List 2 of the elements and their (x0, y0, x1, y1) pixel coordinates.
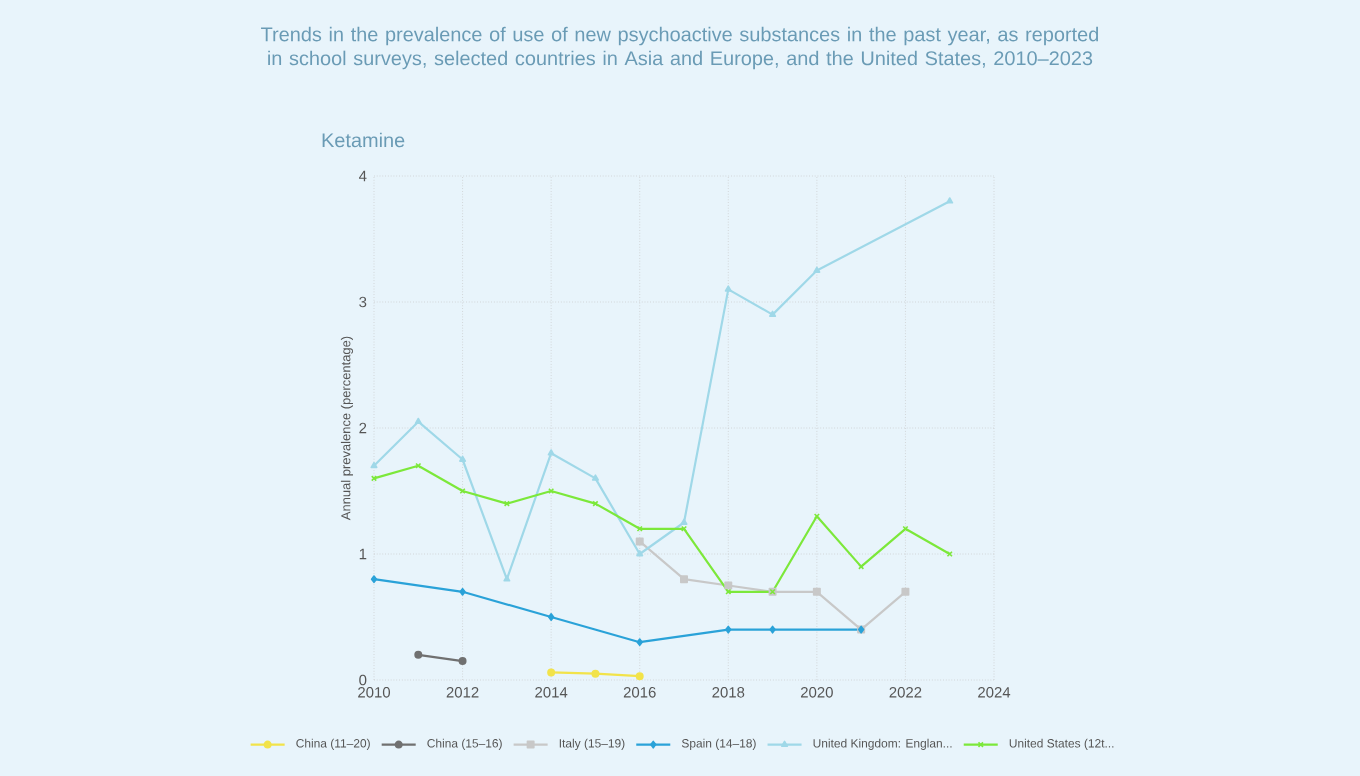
chart-subtitle: Ketamine (322, 132, 405, 148)
chart-title: Trends in the prevalence of use of new psychoactive substances in the past year, as reported in school surveys, selected countries in Asia and Europe, and the United States, 2010–2023 (261, 26, 1099, 70)
